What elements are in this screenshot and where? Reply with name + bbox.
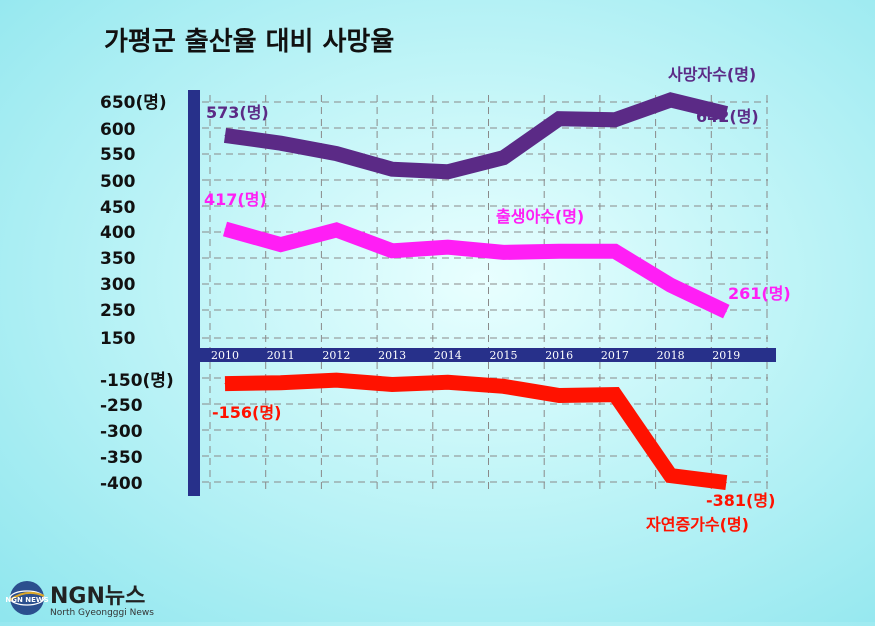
globe-icon: NGN NEWS xyxy=(5,581,49,615)
x-tick-label: 2013 xyxy=(378,349,406,362)
y-tick-label: 450 xyxy=(100,198,136,218)
deaths-line-point xyxy=(558,118,560,120)
y-tick-label: 600 xyxy=(100,120,136,140)
logo-name: NGN뉴스 xyxy=(50,584,145,609)
deaths-line-point xyxy=(335,153,337,155)
series xyxy=(222,92,730,491)
data-label-natural-first: -156(명) xyxy=(212,403,281,422)
natural-change-line-point xyxy=(447,381,449,383)
deaths-line-point xyxy=(503,157,504,159)
y-tick-label: -250 xyxy=(100,396,143,416)
y-tick-label: 250 xyxy=(100,301,136,321)
births-line-point xyxy=(614,250,616,252)
deaths-line-point xyxy=(447,171,449,173)
series-name-births: 출생아수(명) xyxy=(496,207,584,226)
x-tick-label: 2016 xyxy=(545,349,573,362)
births-line-point xyxy=(558,250,560,252)
deaths-line-point xyxy=(280,142,282,144)
births-line-point xyxy=(670,284,672,286)
x-tick-label: 2012 xyxy=(322,349,350,362)
chart-title: 가평군 출산율 대비 사망율 xyxy=(104,27,394,57)
x-tick-label: 2017 xyxy=(601,349,629,362)
data-label-deaths-first: 573(명) xyxy=(206,103,269,122)
y-axis-ticks: 650(명) 600 550 500 450 400 350 300 250 150 -150(명)… xyxy=(100,93,174,494)
data-label-births-last: 261(명) xyxy=(728,284,791,303)
natural-change-line xyxy=(224,372,728,491)
x-axis-ticks: 2010 2011 2012 2013 2014 2015 2016 2017 2018 2019 xyxy=(211,349,740,362)
x-tick-label: 2019 xyxy=(712,349,740,362)
births-line-point xyxy=(391,250,393,252)
data-label-deaths-last: 642(명) xyxy=(696,107,759,126)
births-line-point xyxy=(224,228,226,230)
natural-change-line-point xyxy=(725,482,727,484)
births-line-point xyxy=(280,244,282,246)
deaths-line-point xyxy=(725,113,727,115)
x-tick-label: 2010 xyxy=(211,349,239,362)
publisher-logo: NGN NEWS NGN뉴스 North Gyeongggi News xyxy=(5,578,206,618)
deaths-line-point xyxy=(614,119,616,121)
y-tick-label: 500 xyxy=(100,172,136,192)
y-tick-label: 650(명) xyxy=(100,93,167,113)
natural-change-line-point xyxy=(224,383,226,385)
y-tick-label: -300 xyxy=(100,422,143,442)
logo-icon-text: NGN NEWS xyxy=(6,596,49,604)
data-label-births-first: 417(명) xyxy=(204,190,267,209)
births-line-point xyxy=(335,229,337,231)
natural-change-line-point xyxy=(391,384,393,386)
y-tick-label: -350 xyxy=(100,448,143,468)
data-label-natural-last: -381(명) xyxy=(706,491,775,510)
births-line-point xyxy=(503,251,504,253)
logo-subtitle: North Gyeongggi News xyxy=(50,608,154,618)
data-labels: 사망자수(명) 573(명) 642(명) 417(명) 출생아수(명) 261(명) -1… xyxy=(204,65,791,534)
y-tick-label: 400 xyxy=(100,223,136,243)
y-tick-label: 150 xyxy=(100,329,136,349)
births-line-point xyxy=(447,246,449,248)
natural-change-line-point xyxy=(614,394,616,396)
y-tick-label: 300 xyxy=(100,275,136,295)
natural-change-line-point xyxy=(670,475,672,477)
deaths-line xyxy=(223,92,729,180)
x-tick-label: 2015 xyxy=(490,349,518,362)
y-tick-label: 350 xyxy=(100,249,136,269)
y-tick-label: -150(명) xyxy=(100,371,174,391)
x-tick-label: 2014 xyxy=(434,349,462,362)
y-tick-label: -400 xyxy=(100,474,143,494)
natural-change-line-point xyxy=(558,395,560,397)
natural-change-line-point xyxy=(280,382,282,384)
deaths-line-point xyxy=(670,99,672,101)
deaths-line-point xyxy=(391,168,393,170)
x-axis xyxy=(194,348,776,362)
series-name-natural: 자연증가수(명) xyxy=(646,515,749,534)
deaths-line-point xyxy=(224,134,226,136)
axes xyxy=(188,90,776,496)
births-line-point xyxy=(725,311,727,313)
series-name-deaths: 사망자수(명) xyxy=(668,65,756,84)
natural-change-line-point xyxy=(335,379,337,381)
natural-change-line-point xyxy=(503,385,504,387)
y-axis xyxy=(188,90,200,496)
x-tick-label: 2011 xyxy=(267,349,295,362)
x-tick-label: 2018 xyxy=(657,349,685,362)
births-line xyxy=(222,221,730,319)
y-tick-label: 550 xyxy=(100,145,136,165)
